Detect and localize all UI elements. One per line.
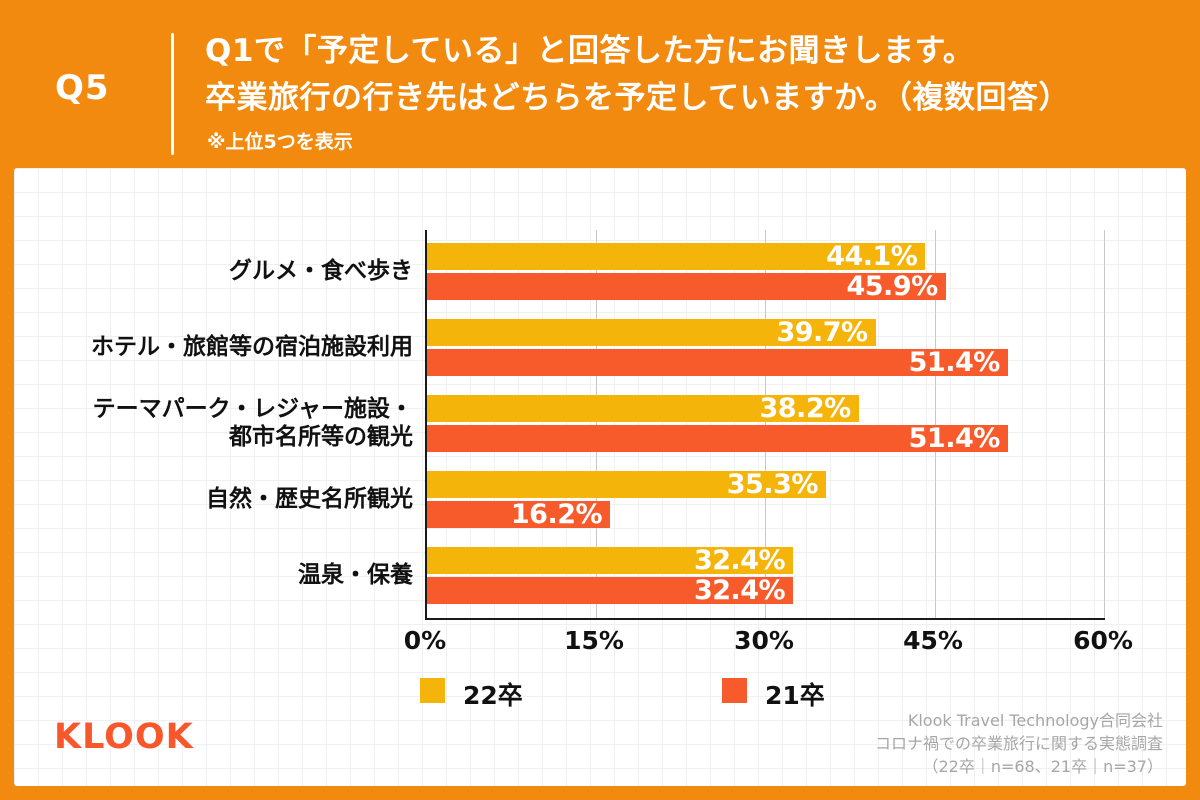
bar-grad21-nature: 16.2% <box>427 499 611 530</box>
gridline-60pct <box>1104 230 1105 618</box>
top5-note: ※上位5つを表示 <box>207 131 353 153</box>
gridline-15pct <box>595 230 597 618</box>
bar-value-label: 16.2% <box>510 499 603 530</box>
bar-value-label: 51.4% <box>908 347 1001 378</box>
x-tick-45pct: 45% <box>903 626 963 655</box>
bar-value-label: 38.2% <box>759 393 851 424</box>
bar-grad21-hotel: 51.4% <box>427 349 1008 376</box>
bar-value-label: 45.9% <box>846 271 938 302</box>
source-line-company: Klook Travel Technology合同会社 <box>907 711 1163 730</box>
bar-value-label: 35.3% <box>726 469 819 500</box>
source-line-sample: （22卒｜n=68、21卒｜n=37） <box>922 757 1163 776</box>
x-tick-15pct: 15% <box>564 626 624 655</box>
source-line-survey: コロナ禍での卒業旅行に関する実態調査 <box>874 734 1163 753</box>
bar-value-label: 39.7% <box>776 317 868 348</box>
gridline-45pct <box>934 230 936 618</box>
category-label-gourmet: グルメ・食べ歩き <box>229 258 413 284</box>
x-tick-60pct: 60% <box>1073 626 1133 655</box>
bar-value-label: 44.1% <box>826 241 918 272</box>
bar-value-label: 32.4% <box>693 575 786 606</box>
category-label-nature: 自然・歴史名所観光 <box>206 486 413 512</box>
question-title-line2: 卒業旅行の行き先はどちらを予定していますか。（複数回答） <box>205 80 1070 116</box>
bar-value-label: 51.4% <box>908 423 1001 454</box>
bar-grad22-nature: 35.3% <box>427 471 826 498</box>
bar-grad21-themepark: 51.4% <box>427 425 1008 452</box>
gridline-30pct <box>765 230 766 618</box>
bar-value-label: 32.4% <box>693 545 786 576</box>
plot-area: 44.1% 45.9% 39.7% 51.4% 38.2% 51.4% 35.3… <box>425 230 1105 620</box>
question-title-line1: Q1で「予定している」と回答した方にお聞きします。 <box>205 33 975 69</box>
bar-grad22-themepark: 38.2% <box>427 395 859 422</box>
legend-label-grad21: 21卒 <box>765 681 825 710</box>
header-banner: Q5 Q1で「予定している」と回答した方にお聞きします。 卒業旅行の行き先はどち… <box>0 0 1200 168</box>
legend-label-grad22: 22卒 <box>463 681 523 710</box>
klook-logo: KLOOK <box>54 717 194 757</box>
chart-card: グルメ・食べ歩き ホテル・旅館等の宿泊施設利用 テーマパーク・レジャー施設・ 都… <box>14 168 1186 786</box>
bar-grad22-onsen: 32.4% <box>427 545 794 576</box>
bar-grad21-gourmet: 45.9% <box>427 273 946 300</box>
category-label-themepark: テーマパーク・レジャー施設・ 都市名所等の観光 <box>92 396 413 450</box>
header-divider <box>171 33 174 155</box>
bar-grad22-hotel: 39.7% <box>427 319 876 346</box>
legend-swatch-grad22 <box>420 678 445 703</box>
bar-grad21-onsen: 32.4% <box>427 575 794 606</box>
source-attribution: Klook Travel Technology合同会社 コロナ禍での卒業旅行に関… <box>875 709 1163 778</box>
category-label-onsen: 温泉・保養 <box>298 562 413 588</box>
question-number: Q5 <box>55 68 110 108</box>
category-label-hotel: ホテル・旅館等の宿泊施設利用 <box>91 334 413 360</box>
x-tick-30pct: 30% <box>734 626 794 655</box>
x-tick-0pct: 0% <box>403 626 447 655</box>
bar-grad22-gourmet: 44.1% <box>427 241 926 272</box>
legend-swatch-grad21 <box>722 678 747 703</box>
